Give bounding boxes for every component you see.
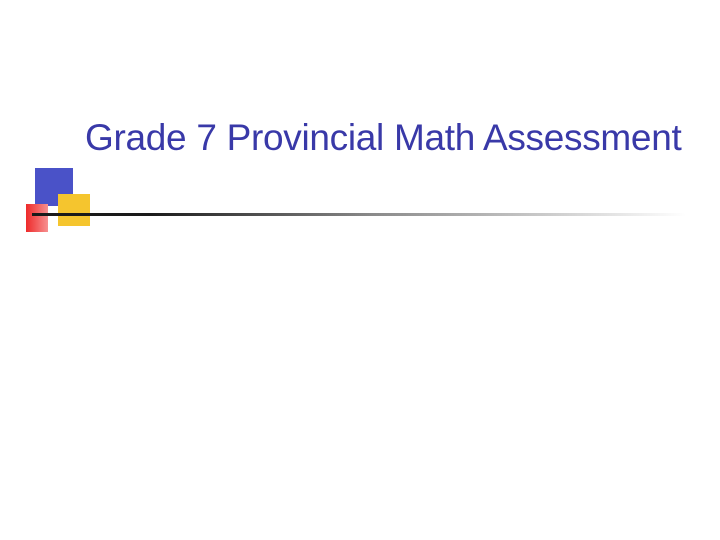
presentation-slide: Grade 7 Provincial Math Assessment [0,0,720,540]
horizontal-divider [32,213,686,216]
red-square-decoration [26,204,48,232]
slide-title: Grade 7 Provincial Math Assessment [85,115,681,161]
yellow-square-decoration [58,194,90,226]
